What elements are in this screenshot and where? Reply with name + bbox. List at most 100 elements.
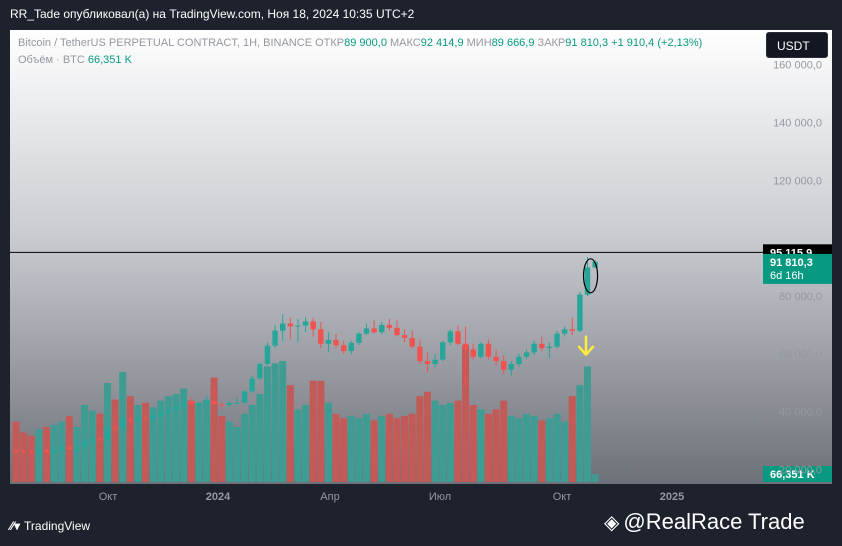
volume-bar bbox=[317, 380, 325, 482]
x-tick-label: Окт bbox=[99, 491, 118, 503]
candle-body bbox=[81, 441, 88, 447]
y-tick-label: 80 000,0 bbox=[779, 291, 822, 303]
candle-body bbox=[394, 327, 400, 336]
legend-close-label: ЗАКР bbox=[537, 37, 566, 49]
candle-body bbox=[302, 321, 309, 326]
volume-bar bbox=[309, 380, 317, 482]
volume-bar bbox=[241, 413, 249, 482]
volume-bar bbox=[248, 405, 256, 482]
candle-body bbox=[165, 409, 172, 413]
volume-bar bbox=[477, 409, 485, 482]
volume-bar bbox=[142, 402, 150, 482]
candle-body bbox=[386, 324, 393, 328]
volume-bar bbox=[73, 427, 81, 482]
volume-bar bbox=[431, 400, 439, 482]
candle-body bbox=[51, 449, 57, 453]
y-tick-label: 140 000,0 bbox=[773, 118, 822, 130]
volume-bar bbox=[401, 416, 409, 482]
candle-body bbox=[424, 361, 431, 364]
volume-bar bbox=[561, 421, 569, 482]
candle-body bbox=[310, 321, 316, 330]
candle-body bbox=[234, 402, 240, 404]
volume-bar bbox=[256, 394, 264, 482]
candle-body bbox=[104, 427, 111, 441]
candle-body bbox=[440, 342, 446, 360]
volume-bar bbox=[355, 418, 363, 482]
volume-bar bbox=[218, 416, 226, 482]
candle-body bbox=[584, 267, 591, 295]
volume-bar bbox=[492, 409, 500, 482]
volume-bar bbox=[446, 402, 454, 482]
candle-body bbox=[523, 352, 530, 357]
candle-body bbox=[546, 346, 553, 349]
candle-body bbox=[379, 324, 385, 333]
candle-body bbox=[127, 419, 133, 421]
legend-high-label: МАКС bbox=[390, 37, 421, 49]
candle-body bbox=[417, 346, 423, 362]
candle-body bbox=[371, 328, 377, 333]
candle-body bbox=[119, 419, 126, 428]
legend-open-value: 89 900,0 bbox=[344, 37, 387, 49]
legend-row-symbol: Bitcoin / TetherUS PERPETUAL CONTRACT, 1… bbox=[18, 35, 702, 52]
volume-bar bbox=[576, 385, 584, 482]
candle-body bbox=[264, 345, 271, 364]
candle-body bbox=[196, 403, 202, 405]
diamond-logo-icon: ◈ bbox=[604, 512, 620, 534]
volume-bar bbox=[347, 416, 355, 482]
x-tick-label: Июл bbox=[429, 491, 451, 503]
volume-bar bbox=[88, 410, 96, 482]
volume-bar bbox=[35, 429, 43, 482]
last-price-tag bbox=[763, 253, 832, 284]
candle-body bbox=[249, 378, 255, 392]
legend-high-value: 92 414,9 bbox=[420, 37, 464, 49]
volume-bar bbox=[393, 418, 401, 482]
volume-bar bbox=[423, 391, 431, 482]
volume-bar bbox=[149, 407, 157, 482]
volume-bar bbox=[462, 345, 470, 482]
candle-body bbox=[43, 450, 50, 453]
legend-open-label: ОТКР bbox=[315, 37, 345, 49]
volume-bar bbox=[279, 361, 287, 482]
axis-layer: 20 000,0 40 000,0 60 000,0 80 000,0 120 000,… bbox=[99, 60, 822, 503]
volume-bar bbox=[332, 413, 340, 482]
volume-bar bbox=[286, 385, 294, 482]
candle-body bbox=[295, 325, 301, 327]
countdown-label: 6d 16h bbox=[770, 270, 804, 282]
candle-body bbox=[211, 400, 217, 405]
x-tick-label: 2024 bbox=[206, 491, 231, 503]
legend-low-label: МИН bbox=[466, 37, 492, 49]
candle-body bbox=[531, 343, 537, 353]
candle-body bbox=[287, 323, 294, 327]
candle-body bbox=[89, 439, 95, 442]
candle-body bbox=[493, 356, 499, 362]
volume-bar bbox=[233, 427, 241, 482]
price-chart[interactable]: 95 115,9 91 810,3 6d 16h 66,351 K 20 000,0 4… bbox=[10, 30, 832, 510]
candle-body bbox=[592, 261, 598, 268]
candle-body bbox=[340, 345, 347, 351]
candle-body bbox=[13, 449, 19, 452]
candle-body bbox=[226, 403, 233, 406]
candle-body bbox=[577, 294, 583, 331]
candle-layer bbox=[13, 257, 598, 455]
volume-bar bbox=[134, 405, 142, 482]
tradingview-logo[interactable]: ⁄⁄▾ TradingView bbox=[10, 519, 90, 533]
currency-button[interactable]: USDT bbox=[766, 32, 828, 58]
volume-bar bbox=[195, 402, 203, 482]
candle-body bbox=[462, 343, 469, 350]
volume-bar bbox=[500, 400, 508, 482]
volume-bar bbox=[294, 409, 302, 482]
volume-tag bbox=[763, 466, 832, 482]
volume-bar bbox=[324, 402, 332, 482]
volume-bar bbox=[96, 413, 104, 482]
candle-body bbox=[363, 328, 370, 334]
candle-body bbox=[318, 329, 324, 344]
candle-body bbox=[478, 343, 484, 357]
volume-bar bbox=[187, 400, 195, 482]
candle-body bbox=[135, 417, 141, 420]
candle-body bbox=[36, 450, 42, 453]
volume-bar bbox=[180, 388, 188, 482]
volume-bar bbox=[157, 400, 165, 482]
volume-bar bbox=[370, 420, 378, 482]
volume-bar bbox=[385, 413, 393, 482]
